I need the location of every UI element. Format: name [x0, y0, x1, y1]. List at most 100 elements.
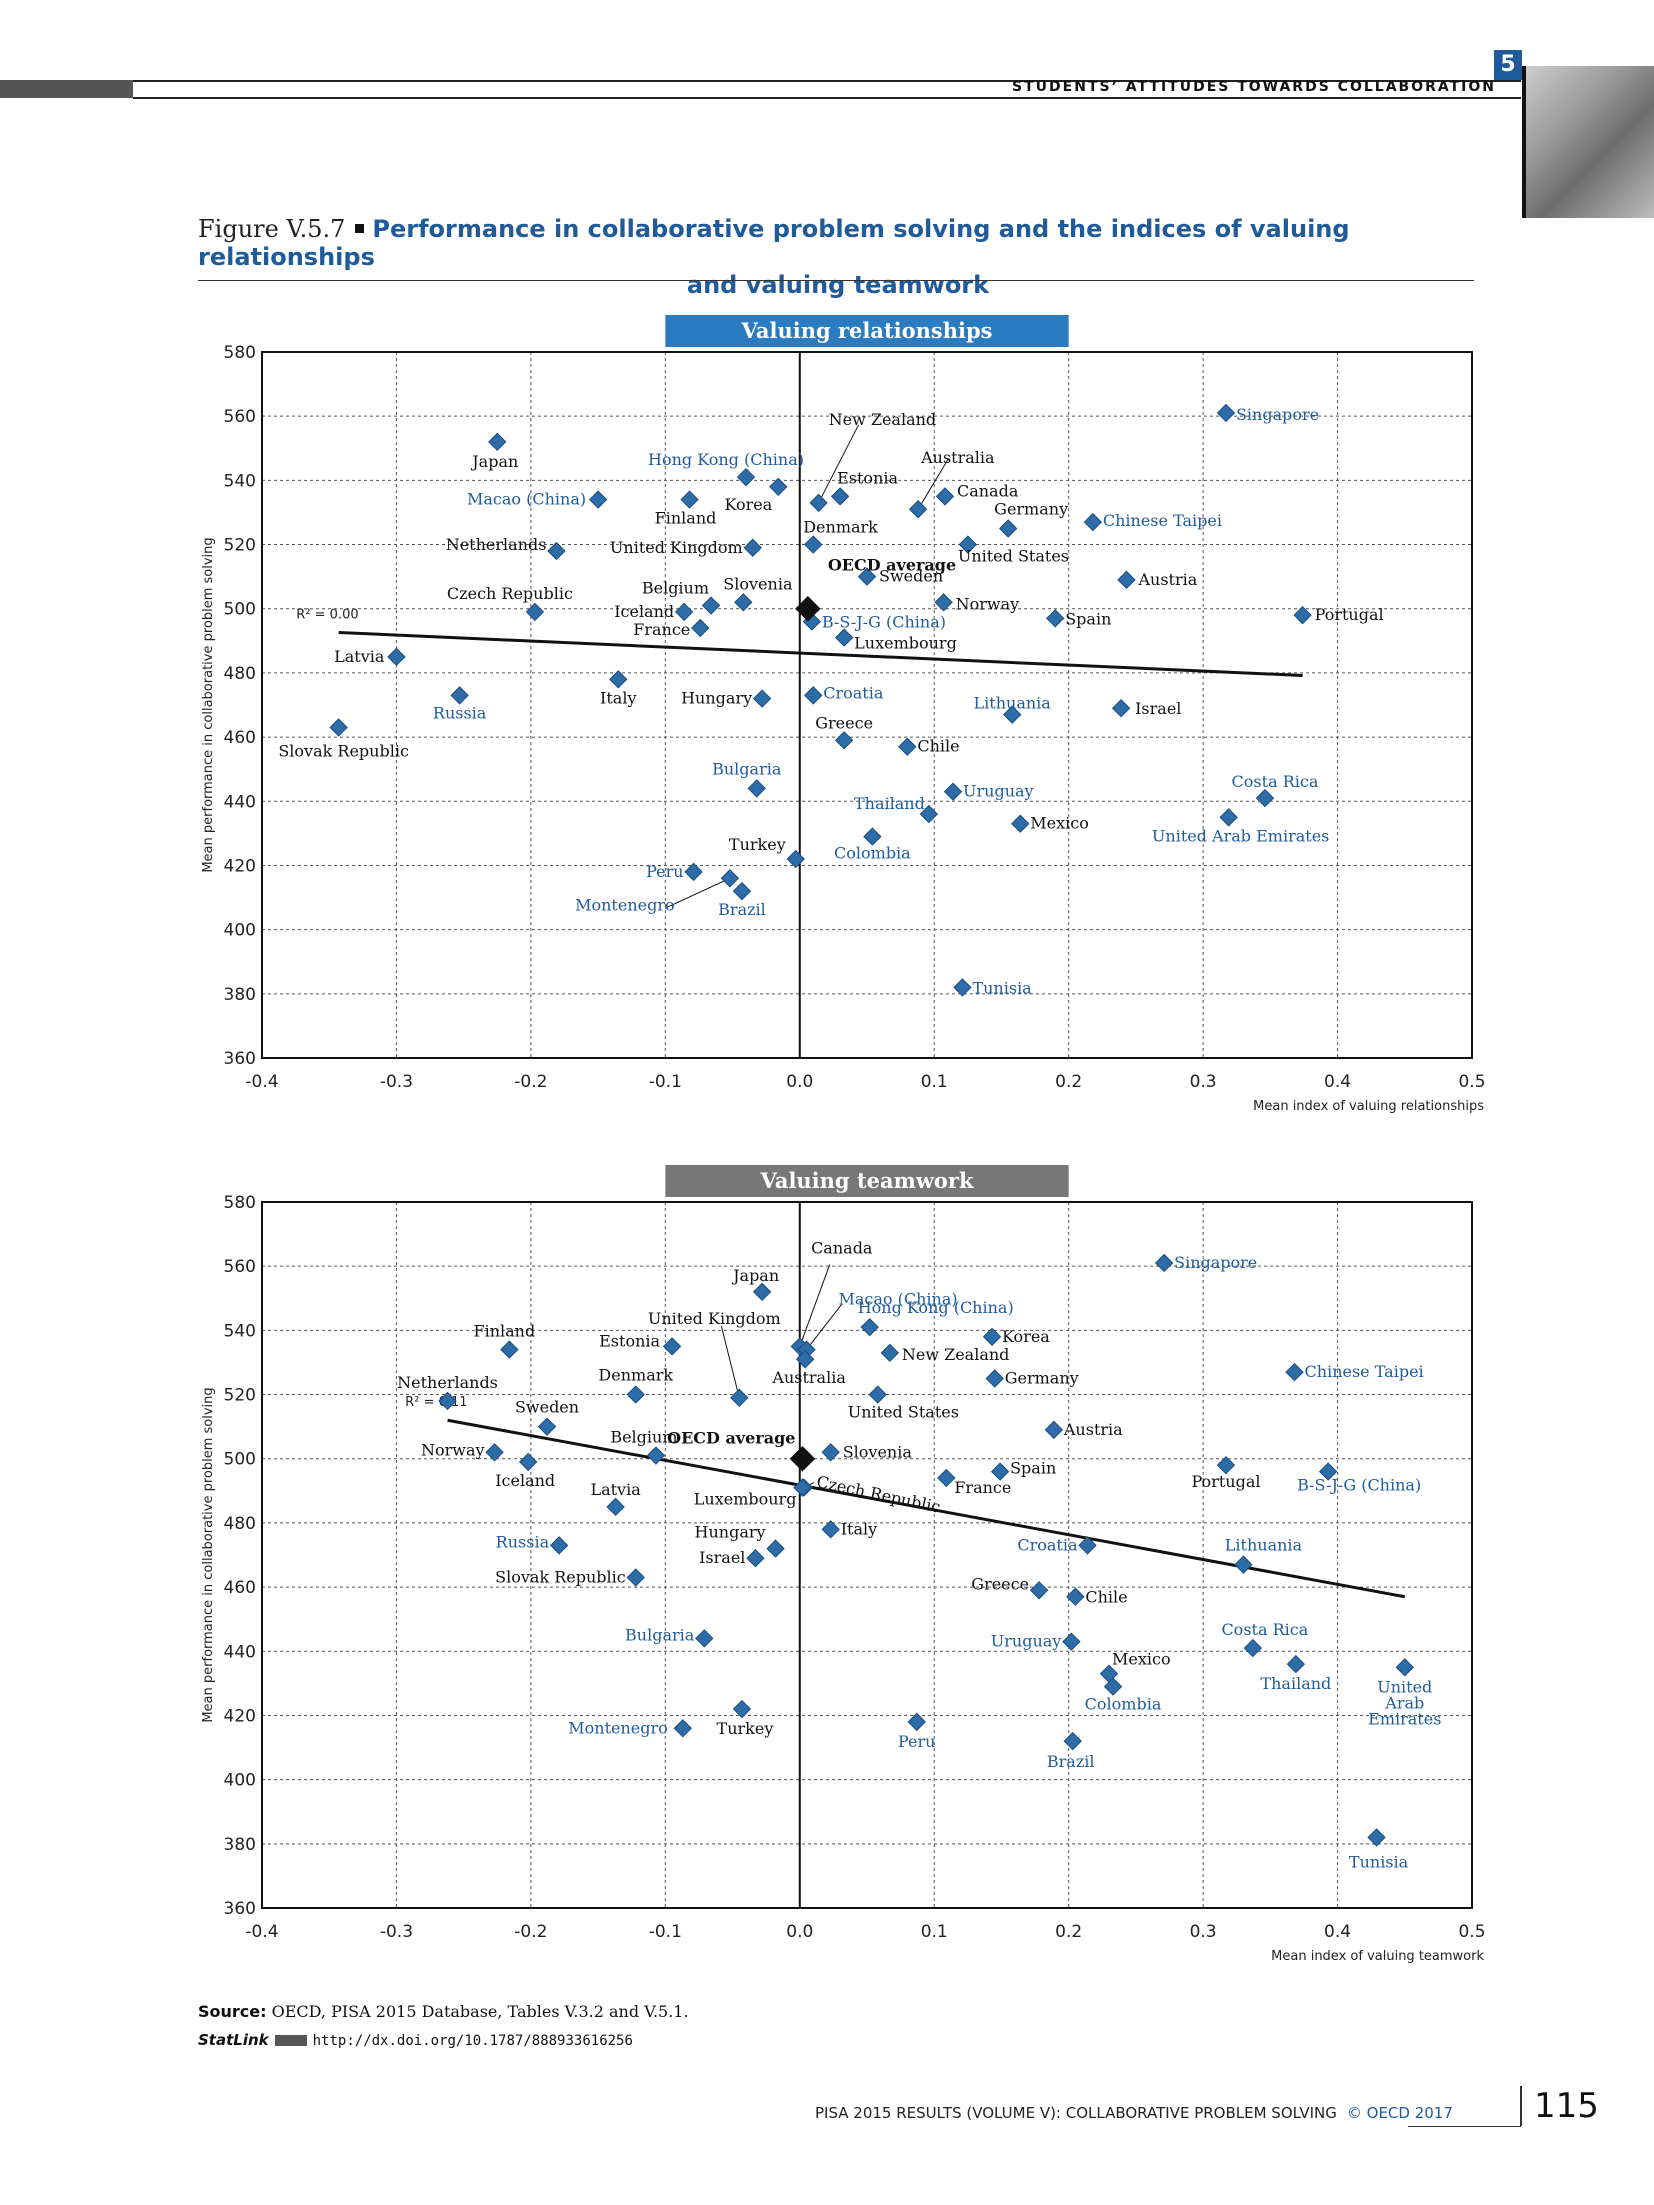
- x-axis-label: Mean index of valuing teamwork: [1271, 1949, 1484, 1964]
- label-france: France: [633, 620, 690, 639]
- point-finland: [500, 1340, 519, 1359]
- label-spain: Spain: [1065, 609, 1111, 628]
- point-b-s-j-g-china: [1318, 1462, 1338, 1481]
- chart-valuing-teamwork: Valuing teamwork 360 380 400 420 440 460 480 500…: [201, 1165, 1486, 1964]
- x-tick-label: 0.2: [1055, 1072, 1082, 1092]
- point-estonia: [830, 487, 850, 506]
- point-singapore: [1216, 403, 1236, 423]
- y-tick-label: 460: [224, 728, 256, 748]
- point-germany: [985, 1369, 1004, 1388]
- label-montenegro: Montenegro: [575, 895, 675, 914]
- point-spain: [990, 1462, 1010, 1481]
- label-estonia: Estonia: [599, 1331, 660, 1350]
- point-tunisia: [1367, 1828, 1386, 1847]
- label-slovak-republic: Slovak Republic: [278, 741, 409, 760]
- point-australia: [908, 500, 928, 519]
- label-turkey: Turkey: [729, 835, 786, 854]
- point-tunisia: [953, 978, 972, 997]
- point-italy: [821, 1520, 840, 1539]
- chart-valuing-relationships: Valuing relationships 360 380 400 420 440 460 4…: [201, 315, 1486, 1114]
- point-slovak-republic: [626, 1568, 645, 1587]
- label-bulgaria: Bulgaria: [712, 759, 782, 778]
- figure-title-line2: and valuing teamwork: [686, 271, 990, 299]
- label-croatia: Croatia: [823, 683, 884, 702]
- x-tick-label: -0.2: [514, 1072, 547, 1092]
- y-tick-label: 380: [224, 1835, 256, 1855]
- label-brazil: Brazil: [718, 900, 766, 919]
- y-tick-label: 400: [224, 921, 256, 941]
- label-new-zealand: New Zealand: [902, 1345, 1010, 1364]
- point-norway: [485, 1443, 504, 1462]
- label-portugal: Portugal: [1315, 605, 1384, 624]
- x-tick-label: -0.4: [245, 1072, 278, 1092]
- label-singapore: Singapore: [1236, 405, 1319, 424]
- point-united-arab-emirates: [1219, 808, 1238, 827]
- footer-divider: [1520, 2086, 1522, 2126]
- y-tick-label: 520: [224, 536, 256, 556]
- label-united-states: United States: [958, 547, 1069, 566]
- label-korea: Korea: [724, 495, 772, 514]
- statlink: StatLink http://dx.doi.org/10.1787/888933…: [198, 2031, 633, 2049]
- label-new-zealand: New Zealand: [829, 410, 937, 429]
- statlink-url[interactable]: http://dx.doi.org/10.1787/888933616256: [312, 2033, 633, 2049]
- point-latvia: [387, 647, 406, 667]
- point-brazil: [1063, 1731, 1082, 1751]
- label-uruguay: Uruguay: [963, 782, 1034, 801]
- point-hong-kong-china: [736, 467, 756, 487]
- point-italy: [609, 670, 628, 689]
- label-denmark: Denmark: [598, 1366, 673, 1385]
- y-tick-label: 500: [224, 1450, 256, 1470]
- point-estonia: [662, 1337, 682, 1356]
- point-russia: [549, 1536, 569, 1555]
- point-united-states: [868, 1385, 887, 1404]
- y-tick-label: 560: [224, 407, 256, 427]
- point-israel: [1111, 699, 1131, 718]
- point-lithuania: [1234, 1555, 1253, 1574]
- label-czech-republic: Czech Republic: [447, 584, 573, 603]
- point-oecd-average: [795, 595, 821, 622]
- point-uruguay: [943, 782, 963, 801]
- x-axis-label: Mean index of valuing relationships: [1253, 1099, 1484, 1114]
- y-tick-label: 580: [224, 1193, 256, 1213]
- x-tick-label: 0.3: [1190, 1072, 1217, 1092]
- y-tick-label: 540: [224, 471, 256, 491]
- point-luxembourg: [834, 628, 854, 647]
- label-finland: Finland: [655, 509, 717, 528]
- label-chile: Chile: [1085, 1588, 1127, 1607]
- page-number: 115: [1534, 2086, 1599, 2126]
- label-peru: Peru: [646, 862, 683, 881]
- x-tick-label: -0.1: [649, 1922, 682, 1942]
- label-united-states: United States: [848, 1403, 959, 1422]
- point-denmark: [626, 1385, 645, 1404]
- point-russia: [450, 686, 469, 705]
- point-thailand: [919, 804, 939, 824]
- point-portugal: [1216, 1455, 1236, 1475]
- label-finland: Finland: [474, 1322, 536, 1341]
- x-tick-label: 0.4: [1324, 1922, 1351, 1942]
- label-slovenia: Slovenia: [723, 574, 793, 593]
- point-costa-rica: [1243, 1638, 1263, 1658]
- label-estonia: Estonia: [837, 468, 898, 487]
- label-greece: Greece: [971, 1574, 1029, 1593]
- label-czech-republic: Czech Republic: [815, 1472, 942, 1517]
- y-tick-label: 540: [224, 1321, 256, 1341]
- plot-frame: [261, 351, 1473, 1059]
- label-russia: Russia: [433, 703, 487, 722]
- label-chinese-taipei: Chinese Taipei: [1305, 1362, 1424, 1381]
- source-text: OECD, PISA 2015 Database, Tables V.3.2 a…: [266, 2002, 689, 2021]
- point-united-kingdom: [743, 538, 762, 557]
- label-bulgaria: Bulgaria: [625, 1625, 695, 1644]
- label-thailand: Thailand: [854, 794, 925, 813]
- leader-line: [720, 1325, 740, 1398]
- point-korea: [982, 1327, 1002, 1346]
- label-israel: Israel: [699, 1548, 745, 1567]
- r-squared-label: R² = 0.11: [405, 1395, 467, 1410]
- plot-frame: [261, 1201, 1473, 1909]
- label-france: France: [954, 1478, 1011, 1497]
- footer-book-title: PISA 2015 RESULTS (VOLUME V): COLLABORAT…: [815, 2104, 1337, 2122]
- point-iceland: [674, 602, 694, 622]
- y-tick-label: 380: [224, 985, 256, 1005]
- label-norway: Norway: [956, 594, 1020, 613]
- x-tick-label: 0.2: [1055, 1922, 1082, 1942]
- label-slovenia: Slovenia: [843, 1442, 913, 1461]
